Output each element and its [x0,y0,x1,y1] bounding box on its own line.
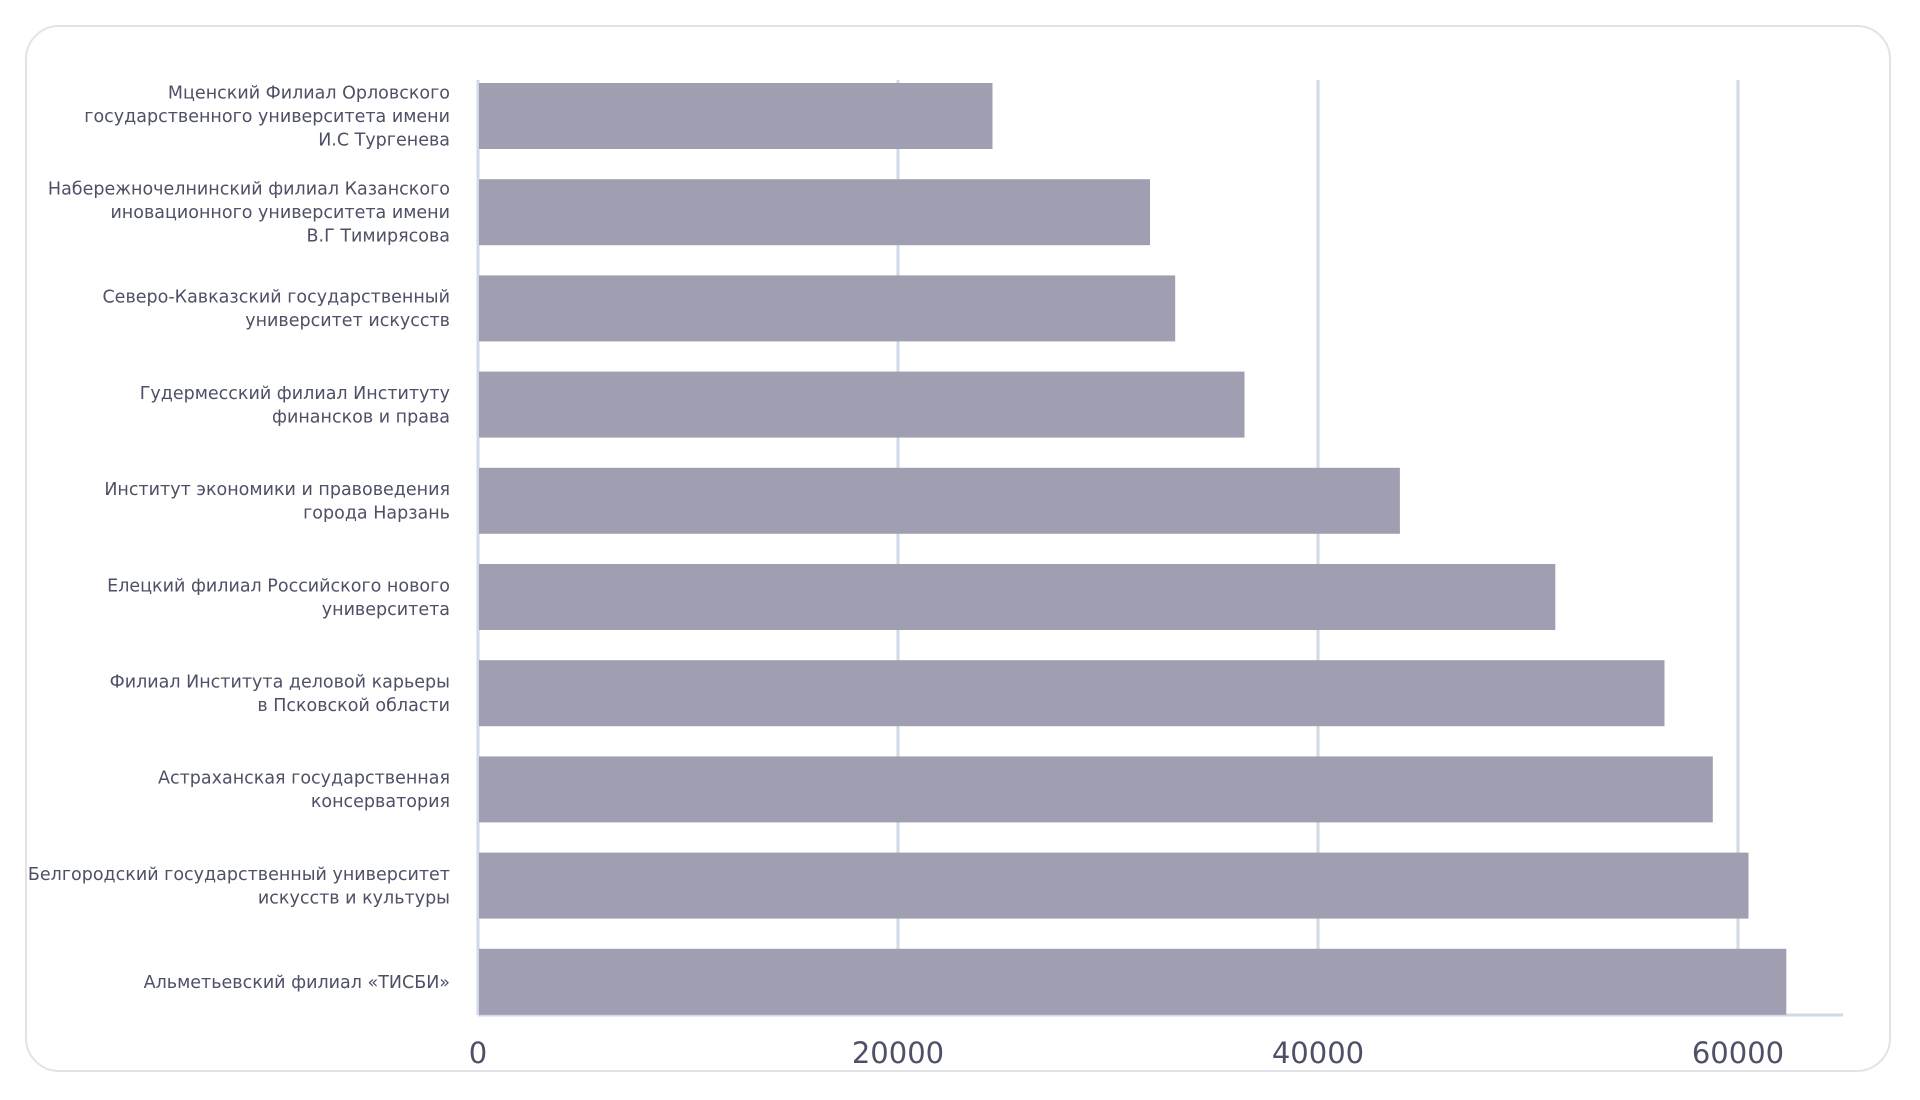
category-label-line: города Нарзань [303,504,450,524]
category-labels: Мценский Филиал Орловского государственно… [28,84,450,993]
category-label: Астраханская государственная консерватори… [158,769,450,813]
category-label-line: Альметьевский филиал «ТИСБИ» [144,973,450,993]
category-label: Мценский Филиал Орловского государственно… [84,84,450,151]
x-tick-label: 0 [469,1036,487,1070]
category-label-line: Елецкий филиал Российского нового [107,576,450,596]
category-label-line: Белгородский государственный университет [28,865,450,885]
category-label-line: Институт экономики и правоведения [104,480,450,500]
bar [479,564,1556,630]
x-axis-ticks: 0 20000 40000 60000 [469,1036,1784,1070]
category-label: Белгородский государственный университет… [28,865,450,909]
category-label-line: консерватория [311,792,450,812]
category-label: Филиал Института деловой карьеры в Псковс… [110,672,450,716]
bar [479,756,1713,823]
category-label-line: Филиал Института деловой карьеры [110,672,450,692]
category-label: Институт экономики и правоведения города … [104,480,450,524]
category-label-line: искусств и культуры [258,888,450,908]
x-tick-label: 20000 [852,1036,944,1070]
category-label-line: иновационного университета имени [110,203,450,223]
category-label: Елецкий филиал Российского нового универс… [107,576,450,620]
bar [479,179,1150,246]
category-label-line: в Псковской области [257,696,450,716]
category-label-line: университета [322,600,450,620]
bars [479,83,1787,1015]
category-label-line: И.С Тургенева [318,131,450,151]
category-label-line: финансков и права [272,407,450,427]
category-label-line: Северо-Кавказский государственный [102,288,450,308]
x-tick-label: 40000 [1272,1036,1364,1070]
category-label: Гудермесский филиал Институту финансков и… [140,384,450,428]
category-label-line: Гудермесский филиал Институту [140,384,450,404]
bar [479,467,1400,534]
category-label-line: Астраханская государственная [158,769,450,789]
bar [479,371,1245,438]
bar [479,948,1787,1015]
category-label-line: В.Г Тимирясова [307,227,450,247]
bar [479,852,1749,919]
category-label-line: Набережночелнинский филиал Казанского [48,180,450,200]
category-label: Набережночелнинский филиал Казанского ино… [48,180,450,247]
category-label-line: университет искусств [245,311,450,331]
category-label-line: Мценский Филиал Орловского [168,84,450,104]
category-label: Альметьевский филиал «ТИСБИ» [144,973,450,993]
bar [479,275,1176,342]
category-label-line: государственного университета имени [84,107,450,127]
bar [479,83,993,149]
bar [479,660,1665,727]
x-tick-label: 60000 [1692,1036,1784,1070]
category-label: Северо-Кавказский государственный универс… [102,288,450,332]
